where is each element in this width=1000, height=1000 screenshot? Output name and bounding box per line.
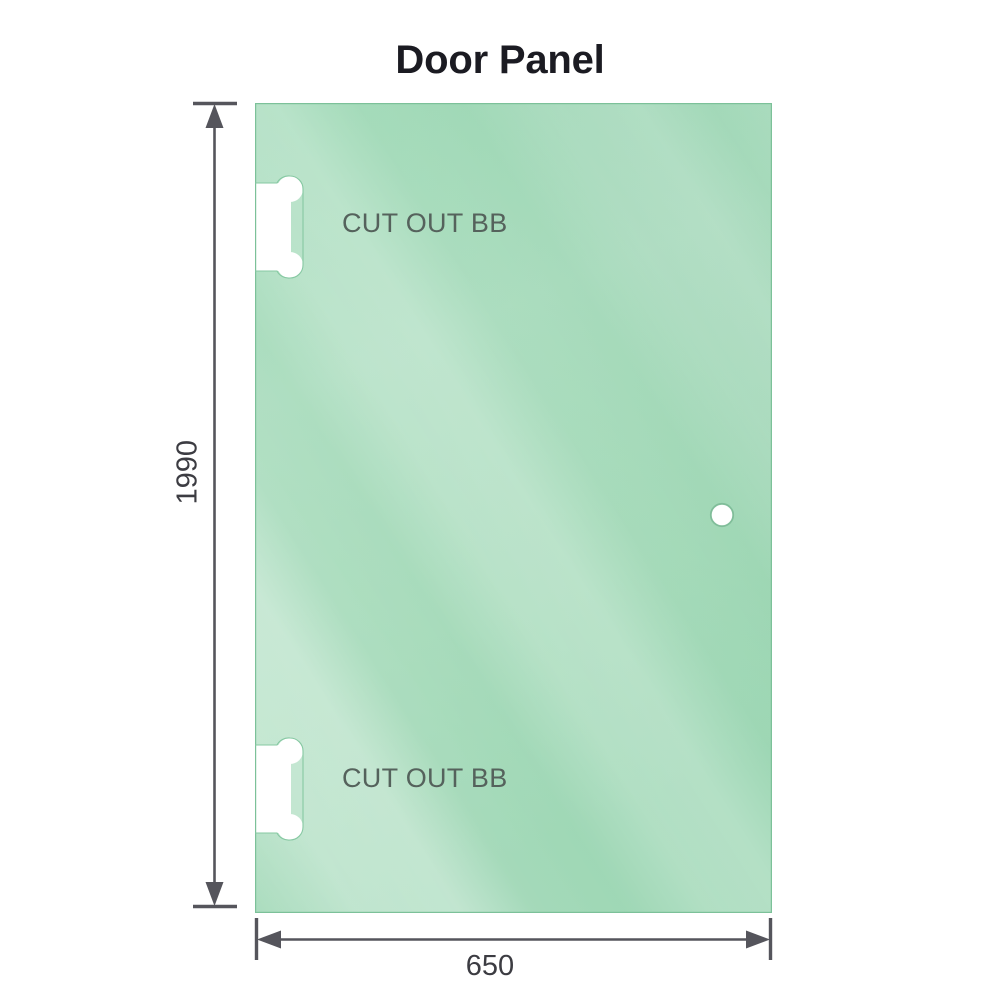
- cut-out-bb-bottom-label: CUT OUT BB: [342, 763, 508, 793]
- door-panel: [255, 103, 772, 913]
- dimension-height-label: 1990: [171, 439, 204, 505]
- cut-out-bb-top-outline: [255, 175, 304, 279]
- handle-hole-ring: [709, 502, 735, 528]
- dimension-width-arrow-right: [746, 930, 770, 949]
- cut-out-bb-bottom-outline: [255, 737, 304, 841]
- cut-out-bb-top-label: CUT OUT BB: [342, 208, 508, 238]
- page-title: Door Panel: [395, 38, 605, 82]
- dimension-height-arrow-down: [205, 882, 224, 906]
- panel-outline: [255, 103, 772, 913]
- panel-glass-body: [255, 103, 772, 913]
- dimension-height-arrow-up: [205, 104, 224, 128]
- dimension-width-arrow-left: [257, 930, 281, 949]
- door-panel-graphic: [255, 103, 772, 913]
- dimension-width-label: 650: [465, 950, 515, 982]
